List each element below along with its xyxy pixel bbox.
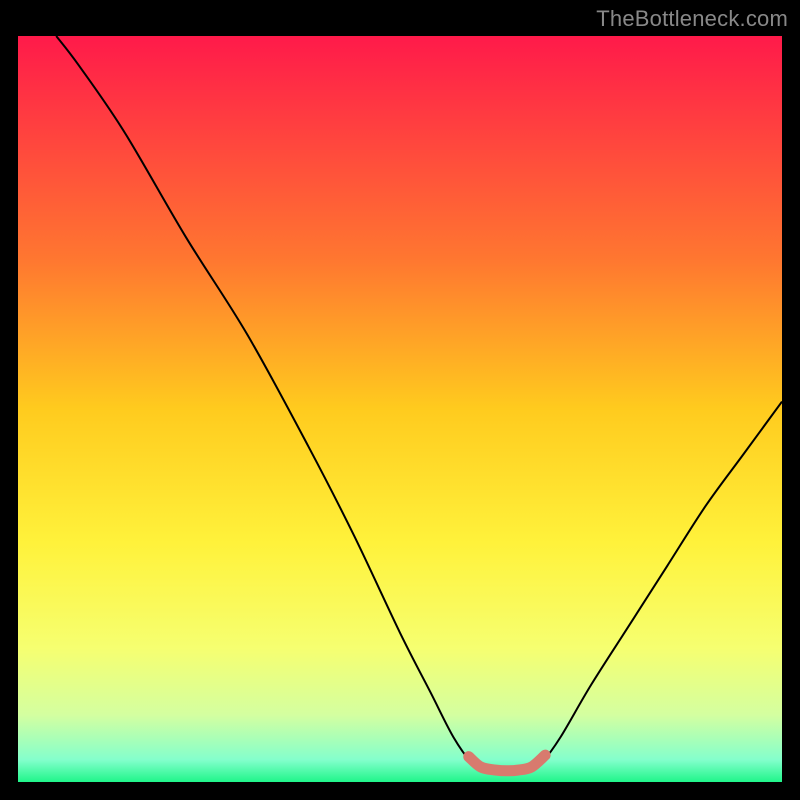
watermark-text: TheBottleneck.com: [596, 6, 788, 32]
plot-background: [18, 36, 782, 782]
bottleneck-chart: [0, 0, 800, 800]
